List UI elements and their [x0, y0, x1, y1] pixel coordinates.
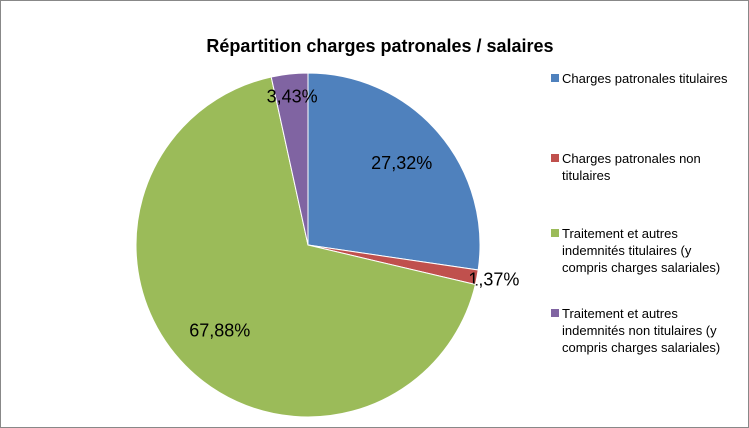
legend-label: Charges patronales titulaires — [562, 71, 728, 86]
data-label: 3,43% — [267, 87, 318, 107]
data-label: 67,88% — [189, 321, 250, 341]
legend-item: Traitement et autres indemnités non titu… — [551, 305, 731, 356]
legend-item: Charges patronales titulaires — [551, 70, 731, 87]
legend-swatch — [551, 309, 559, 317]
legend-label: Traitement et autres indemnités non titu… — [562, 306, 721, 355]
legend-label: Charges patronales non titulaires — [562, 151, 701, 183]
legend-swatch — [551, 229, 559, 237]
pie-slice — [307, 72, 481, 271]
pie-slice — [135, 76, 477, 418]
data-label: 27,32% — [371, 153, 432, 173]
legend-swatch — [551, 154, 559, 162]
legend-item: Charges patronales non titulaires — [551, 150, 731, 184]
chart-title: Répartition charges patronales / salaire… — [206, 36, 553, 56]
legend-item: Traitement et autres indemnités titulair… — [551, 225, 731, 276]
legend-swatch — [551, 74, 559, 82]
legend-label: Traitement et autres indemnités titulair… — [562, 226, 721, 275]
data-label: 1,37% — [468, 269, 519, 289]
pie-slice — [270, 72, 309, 246]
